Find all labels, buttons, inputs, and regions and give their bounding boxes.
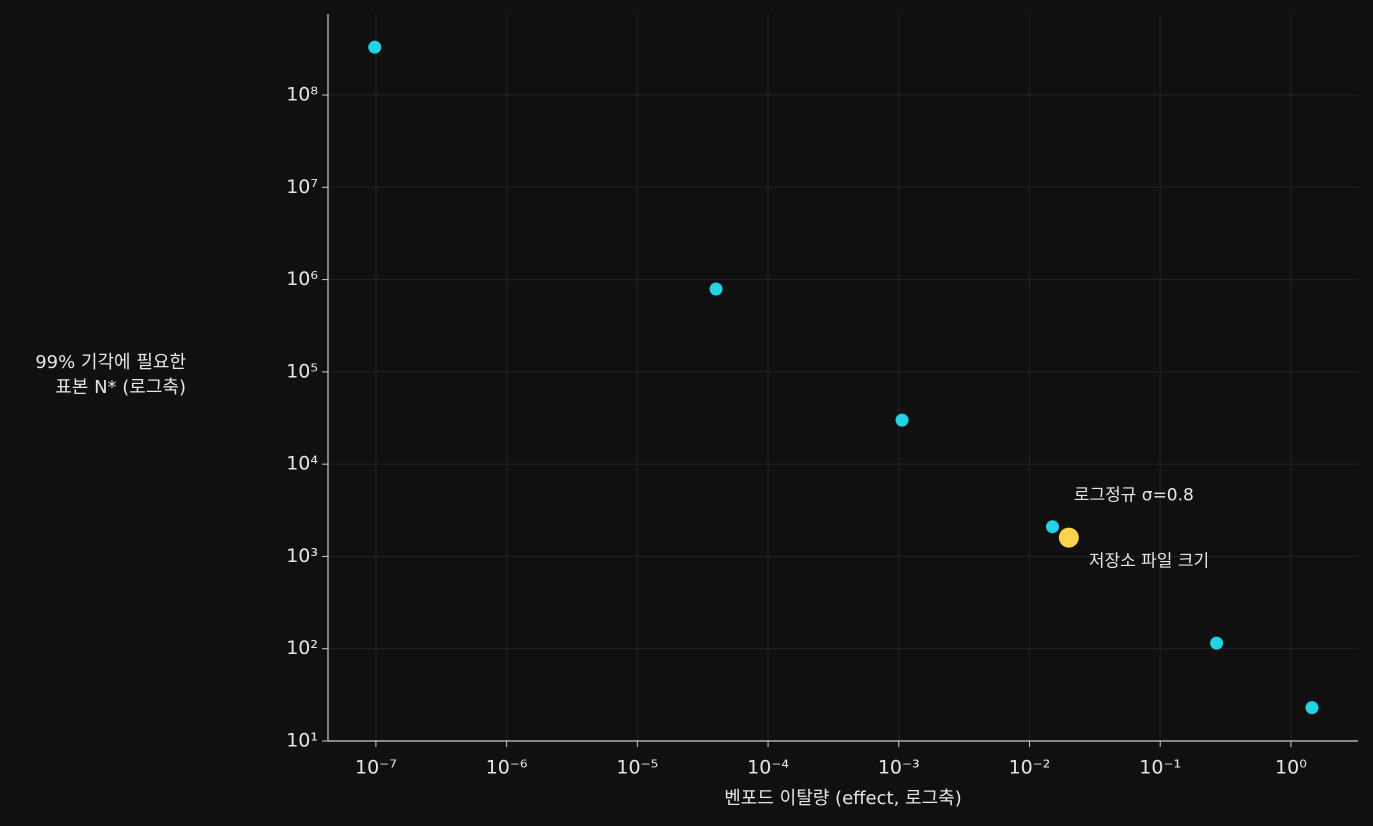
point: [1210, 636, 1224, 650]
x-tick-label: 10⁻²: [1009, 757, 1051, 779]
y-axis-label: 99% 기각에 필요한: [35, 352, 186, 373]
x-tick-label: 10⁻⁵: [616, 757, 658, 779]
point: [1046, 520, 1060, 534]
x-tick-label: 10⁰: [1275, 757, 1307, 779]
y-tick-label: 10³: [286, 545, 318, 567]
y-tick-label: 10²: [286, 637, 318, 659]
x-tick-label: 10⁻⁴: [747, 757, 789, 779]
y-tick-label: 10⁷: [286, 176, 318, 198]
y-tick-label: 10¹: [286, 730, 318, 752]
x-tick-label: 10⁻¹: [1139, 757, 1181, 779]
x-tick-label: 10⁻³: [878, 757, 920, 779]
y-tick-label: 10⁴: [286, 453, 318, 475]
y-tick-label: 10⁶: [286, 268, 318, 290]
x-tick-label: 10⁻⁷: [355, 757, 397, 779]
point: [709, 282, 723, 296]
point: [1058, 527, 1079, 548]
point: [895, 413, 909, 427]
x-tick-label: 10⁻⁶: [486, 757, 528, 779]
point: [1305, 701, 1319, 715]
y-tick-label: 10⁸: [286, 84, 318, 106]
annotation: 로그정규 σ=0.8: [1074, 486, 1194, 506]
y-axis-label: 표본 N* (로그축): [55, 377, 186, 398]
x-axis-label: 벤포드 이탈량 (effect, 로그축): [724, 788, 961, 809]
point: [368, 40, 382, 54]
y-tick-label: 10⁵: [286, 360, 318, 382]
annotation: 저장소 파일 크기: [1089, 552, 1209, 572]
